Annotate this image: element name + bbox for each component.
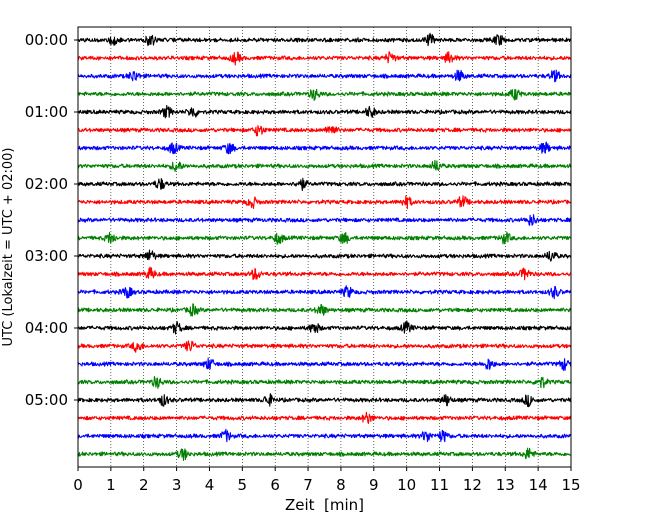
trace-0330 [77, 285, 572, 300]
trace-0115 [77, 125, 572, 137]
trace-0245 [77, 231, 572, 245]
trace-0215 [77, 195, 572, 210]
y-tick-label: 00:00 [25, 31, 68, 49]
trace-0100 [77, 104, 572, 119]
x-tick-label: 6 [270, 476, 280, 494]
trace-0430 [77, 357, 572, 371]
x-axis: 0 1 2 3 4 5 6 7 8 9 10 11 12 13 14 15 [73, 467, 581, 494]
trace-0415 [77, 340, 572, 353]
x-tick-label: 5 [238, 476, 248, 494]
trace-0300 [77, 249, 572, 262]
trace-0230 [77, 214, 572, 226]
trace-0545 [77, 447, 572, 461]
trace-0530 [77, 428, 572, 443]
trace-0400 [77, 320, 572, 335]
plot-frame [77, 26, 572, 468]
trace-0345 [77, 303, 572, 317]
y-tick-label: 01:00 [25, 103, 68, 121]
x-tick-label: 3 [172, 476, 182, 494]
y-tick-label: 02:00 [25, 175, 68, 193]
trace-0200 [77, 177, 572, 192]
y-axis: 00:00 01:00 02:00 03:00 04:00 05:00 [25, 31, 78, 409]
trace-0015 [77, 51, 572, 66]
x-tick-label: 4 [205, 476, 215, 494]
x-tick-label: 7 [303, 476, 313, 494]
x-tick-label: 9 [369, 476, 379, 494]
trace-0145 [77, 159, 572, 172]
x-tick-label: 10 [397, 476, 416, 494]
trace-0500 [77, 393, 572, 408]
trace-0000 [77, 32, 572, 47]
trace-0130 [77, 141, 572, 155]
x-tick-label: 1 [106, 476, 116, 494]
trace-0030 [77, 69, 572, 83]
trace-0445 [77, 375, 572, 389]
x-tick-label: 14 [529, 476, 548, 494]
x-tick-label: 2 [139, 476, 149, 494]
x-tick-label: 8 [336, 476, 346, 494]
trace-0515 [77, 411, 572, 425]
trace-0315 [77, 266, 572, 281]
grid-layer [110, 27, 539, 467]
x-tick-label: 0 [73, 476, 83, 494]
x-tick-label: 11 [430, 476, 449, 494]
x-tick-label: 13 [496, 476, 515, 494]
trace-layer [77, 32, 572, 461]
y-axis-label: UTC (Lokalzeit = UTC + 02:00) [1, 148, 16, 347]
y-tick-label: 04:00 [25, 319, 68, 337]
x-tick-label: 15 [561, 476, 580, 494]
trace-0045 [77, 88, 572, 102]
y-tick-label: 05:00 [25, 391, 68, 409]
x-tick-label: 12 [463, 476, 482, 494]
x-axis-label: Zeit [min] [285, 496, 364, 514]
y-tick-label: 03:00 [25, 247, 68, 265]
